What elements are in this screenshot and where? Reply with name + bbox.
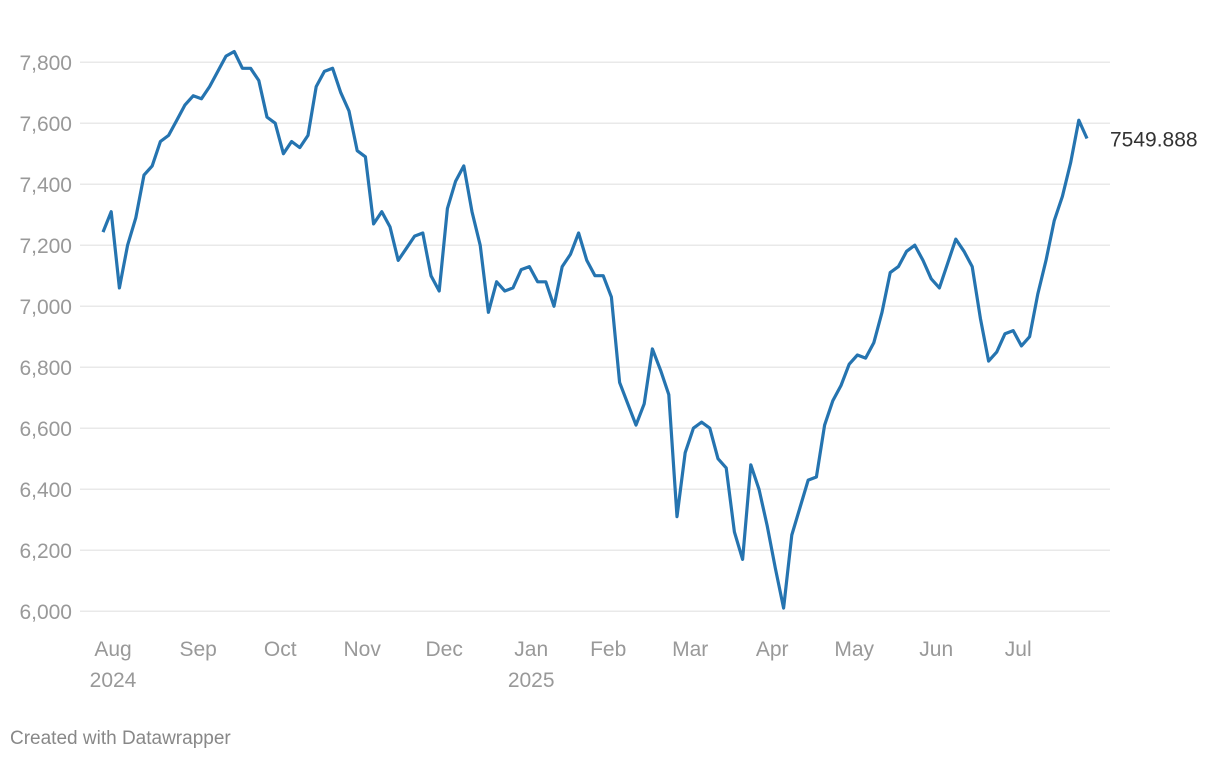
y-tick-label: 6,200 (19, 540, 72, 563)
y-tick-label: 7,600 (19, 113, 72, 136)
x-tick-label: Feb (590, 638, 626, 661)
x-tick-label: Dec (426, 638, 463, 661)
credit: Created with Datawrapper (10, 728, 231, 749)
x-tick-label: Oct (264, 638, 297, 661)
y-tick-label: 6,000 (19, 601, 72, 624)
x-tick-label: Jul (1005, 638, 1032, 661)
x-tick-label: Mar (672, 638, 708, 661)
x-tick-label: Aug 2024 (90, 638, 137, 692)
y-tick-label: 7,000 (19, 296, 72, 319)
x-tick-label: Nov (344, 638, 382, 661)
y-tick-label: 6,600 (19, 418, 72, 441)
x-tick-label: Jun (919, 638, 953, 661)
y-tick-label: 7,200 (19, 235, 72, 258)
y-tick-label: 6,800 (19, 357, 72, 380)
x-tick-label: Jan 2025 (508, 638, 555, 692)
x-tick-label: Sep (180, 638, 217, 661)
x-tick-label: Apr (756, 638, 789, 661)
y-tick-label: 7,400 (19, 174, 72, 197)
line (101, 49, 1089, 610)
y-tick-label: 6,400 (19, 479, 72, 502)
x-tick-label: May (834, 638, 874, 661)
end-value-label: 7549.888 (1110, 128, 1198, 151)
y-tick-label: 7,800 (19, 52, 72, 75)
